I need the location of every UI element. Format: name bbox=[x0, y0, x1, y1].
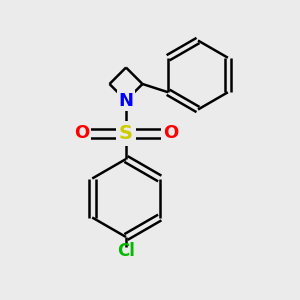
Text: O: O bbox=[163, 124, 178, 142]
Text: S: S bbox=[119, 124, 133, 143]
Text: N: N bbox=[118, 92, 134, 110]
Text: Cl: Cl bbox=[117, 242, 135, 260]
Text: O: O bbox=[74, 124, 89, 142]
